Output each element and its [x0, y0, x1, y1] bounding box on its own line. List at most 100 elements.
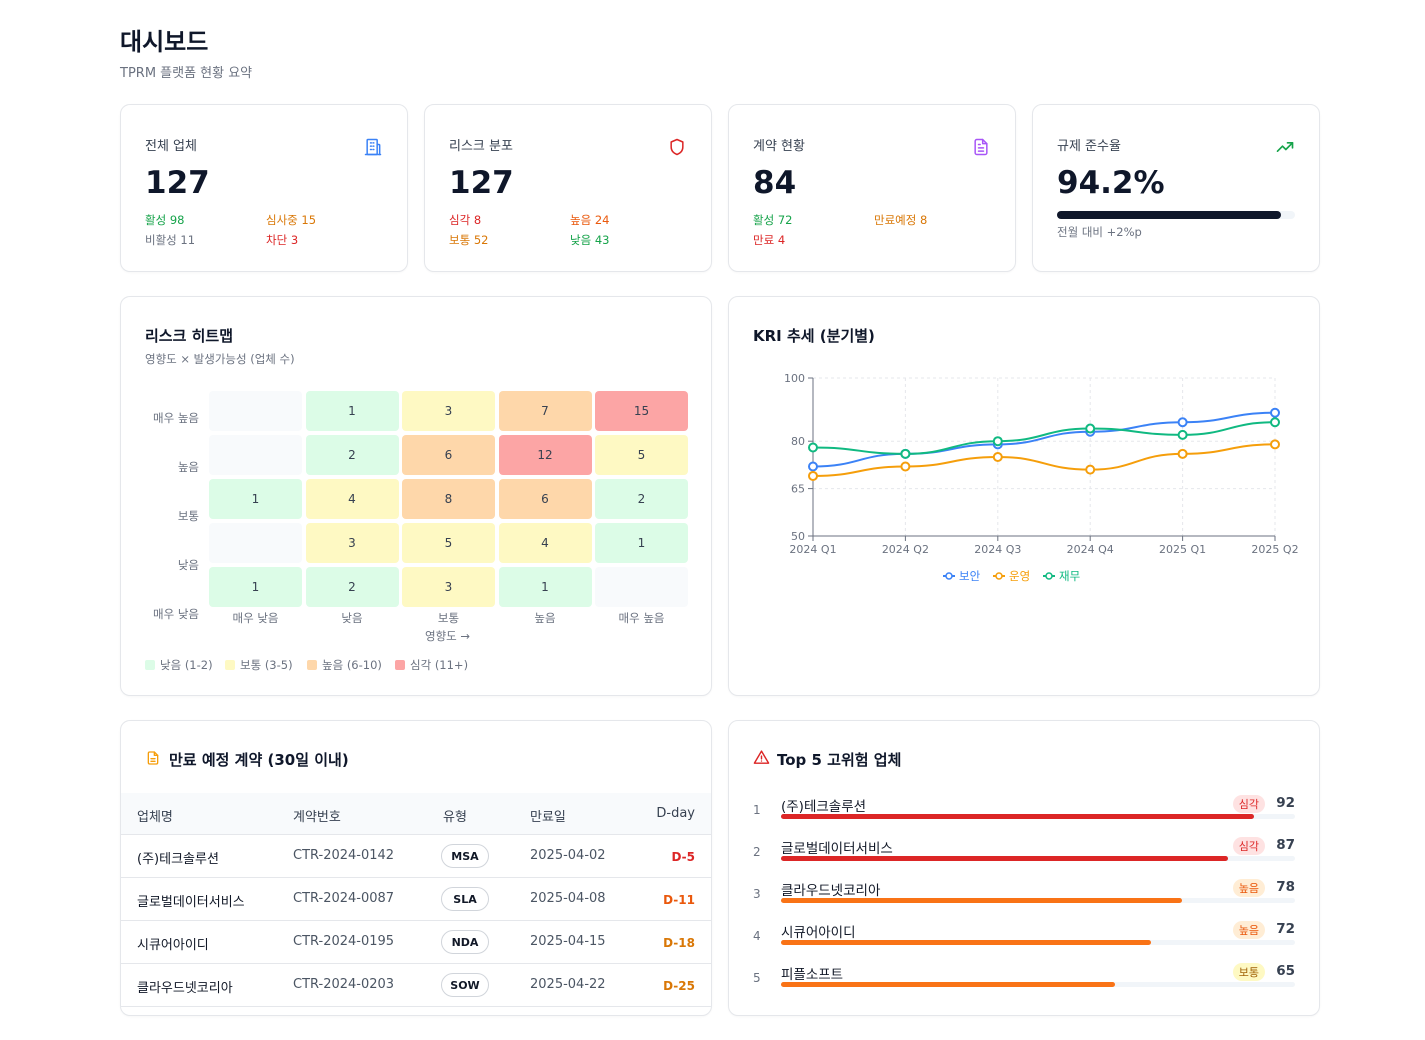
- cell-dday: D-25: [663, 979, 695, 993]
- risk-level-badge: 심각: [1232, 837, 1265, 855]
- building-icon: [364, 138, 382, 156]
- heatmap-cell[interactable]: 2: [305, 567, 399, 607]
- heatmap-cell[interactable]: 1: [305, 391, 399, 431]
- vendor-name: 글로벌데이터서비스: [781, 841, 893, 857]
- heatmap-x-label: 높음: [534, 611, 556, 625]
- heatmap-cell[interactable]: 8: [402, 479, 495, 519]
- col-code[interactable]: 계약번호: [293, 810, 341, 825]
- vendor-name: 피플소프트: [781, 967, 844, 983]
- heatmap-cell[interactable]: 5: [595, 435, 688, 475]
- y-tick-label: 80: [791, 435, 805, 448]
- table-row[interactable]: 클라우드넷코리아 CTR-2024-0203 SOW 2025-04-22 D-25: [121, 964, 711, 1007]
- data-point: [900, 448, 911, 459]
- risk-score-bar: [781, 814, 1295, 819]
- expiring-contracts-card: 만료 예정 계약 (30일 이내) 업체명 계약번호 유형 만료일 D-day …: [120, 720, 712, 1016]
- list-item[interactable]: 1 (주)테크솔루션 심각 92: [753, 795, 1295, 837]
- heatmap-cell[interactable]: 5: [402, 523, 495, 563]
- heatmap-cell[interactable]: 4: [498, 523, 592, 563]
- cell-vendor: 클라우드넷코리아: [137, 981, 233, 996]
- stat-value: 127: [449, 165, 514, 201]
- x-tick-label: 2024 Q4: [1067, 543, 1114, 556]
- col-type[interactable]: 유형: [443, 810, 467, 825]
- heatmap-cell[interactable]: 4: [305, 479, 399, 519]
- risk-score: 92: [1276, 795, 1295, 811]
- heatmap-cell[interactable]: 12: [498, 435, 592, 475]
- cell-vendor: 글로벌데이터서비스: [137, 895, 245, 910]
- vendor-name: 시큐어아이디: [781, 925, 856, 941]
- col-date[interactable]: 만료일: [530, 810, 566, 825]
- heatmap-cell[interactable]: 3: [305, 523, 399, 563]
- list-item[interactable]: 5 피플소프트 보통 65: [753, 963, 1295, 1005]
- list-item[interactable]: 2 글로벌데이터서비스 심각 87: [753, 837, 1295, 879]
- table-row[interactable]: 글로벌데이터서비스 CTR-2024-0087 SLA 2025-04-08 D-11: [121, 878, 711, 921]
- cell-dday: D-18: [663, 936, 695, 950]
- stat-expiring: 만료예정 8: [874, 213, 928, 227]
- heatmap-cell[interactable]: 1: [209, 567, 302, 607]
- heatmap-cell[interactable]: [209, 391, 302, 431]
- heatmap-cell[interactable]: 7: [498, 391, 592, 431]
- type-badge: MSA: [441, 844, 489, 868]
- col-vendor[interactable]: 업체명: [137, 810, 173, 825]
- stat-critical: 심각 8: [449, 213, 482, 227]
- stat-active: 활성 72: [753, 213, 793, 227]
- heatmap-cell[interactable]: [209, 435, 302, 475]
- col-dday[interactable]: D-day: [656, 806, 695, 821]
- heatmap-cell[interactable]: 1: [498, 567, 592, 607]
- top5-title: Top 5 고위험 업체: [777, 751, 902, 769]
- cell-date: 2025-04-15: [530, 934, 606, 949]
- heatmap-cell[interactable]: 1: [209, 479, 302, 519]
- heatmap-cell[interactable]: 1: [595, 523, 688, 563]
- cell-vendor: 시큐어아이디: [137, 938, 209, 953]
- document-icon: [974, 138, 988, 156]
- x-tick-label: 2024 Q2: [882, 543, 929, 556]
- expiring-title: 만료 예정 계약 (30일 이내): [169, 751, 349, 769]
- data-point: [900, 461, 911, 472]
- legend-label: 운영: [1009, 569, 1030, 583]
- heatmap-cell[interactable]: 6: [498, 479, 592, 519]
- vendor-name: (주)테크솔루션: [781, 799, 867, 815]
- risk-score-bar-fill: [781, 940, 1152, 945]
- stat-label: 리스크 분포: [449, 139, 513, 154]
- heatmap-y-label: 매우 높음: [153, 411, 199, 425]
- legend-swatch: [225, 660, 235, 670]
- stat-label: 전체 업체: [145, 139, 197, 154]
- table-row[interactable]: 시큐어아이디 CTR-2024-0195 NDA 2025-04-15 D-18: [121, 921, 711, 964]
- list-item[interactable]: 4 시큐어아이디 높음 72: [753, 921, 1295, 963]
- y-tick-label: 65: [791, 483, 805, 496]
- stat-label: 규제 준수율: [1057, 139, 1121, 154]
- heatmap-legend-item: 낮음 (1-2): [145, 657, 213, 673]
- shield-icon: [670, 138, 684, 156]
- heatmap-cell[interactable]: 15: [595, 391, 688, 431]
- stat-value: 94.2%: [1057, 165, 1165, 201]
- heatmap-cell[interactable]: 2: [305, 435, 399, 475]
- list-item[interactable]: 3 클라우드넷코리아 높음 78: [753, 879, 1295, 921]
- cell-dday: D-11: [663, 893, 695, 907]
- heatmap-cell[interactable]: 6: [402, 435, 495, 475]
- rank-number: 2: [753, 845, 761, 859]
- stat-blocked: 차단 3: [266, 233, 299, 247]
- heatmap-cell[interactable]: [209, 523, 302, 563]
- cell-date: 2025-04-08: [530, 891, 606, 906]
- heatmap-cell[interactable]: 3: [402, 567, 495, 607]
- type-badge: SOW: [441, 973, 489, 997]
- legend-label: 높음 (6-10): [322, 658, 382, 672]
- cell-code: CTR-2024-0142: [293, 848, 395, 863]
- rank-number: 1: [753, 803, 761, 817]
- risk-score: 65: [1276, 963, 1295, 979]
- legend-label: 재무: [1059, 569, 1080, 583]
- heatmap-cell[interactable]: [595, 567, 688, 607]
- heatmap-cell[interactable]: 2: [595, 479, 688, 519]
- heatmap-cell[interactable]: 3: [402, 391, 495, 431]
- rank-number: 3: [753, 887, 761, 901]
- cell-vendor: (주)테크솔루션: [137, 852, 219, 867]
- data-point: [1270, 439, 1280, 450]
- data-point: [808, 461, 818, 472]
- risk-score-bar-fill: [781, 856, 1229, 861]
- stat-card-risk: 리스크 분포 127 심각 8 높음 24 보통 52 낮음 43: [424, 104, 712, 272]
- trending-up-icon: [1276, 142, 1294, 152]
- table-row[interactable]: (주)테크솔루션 CTR-2024-0142 MSA 2025-04-02 D-5: [121, 835, 711, 878]
- stat-high: 높음 24: [570, 213, 610, 227]
- data-point: [1177, 429, 1188, 440]
- x-tick-label: 2025 Q1: [1159, 543, 1206, 556]
- series-line-보안: [812, 411, 1276, 468]
